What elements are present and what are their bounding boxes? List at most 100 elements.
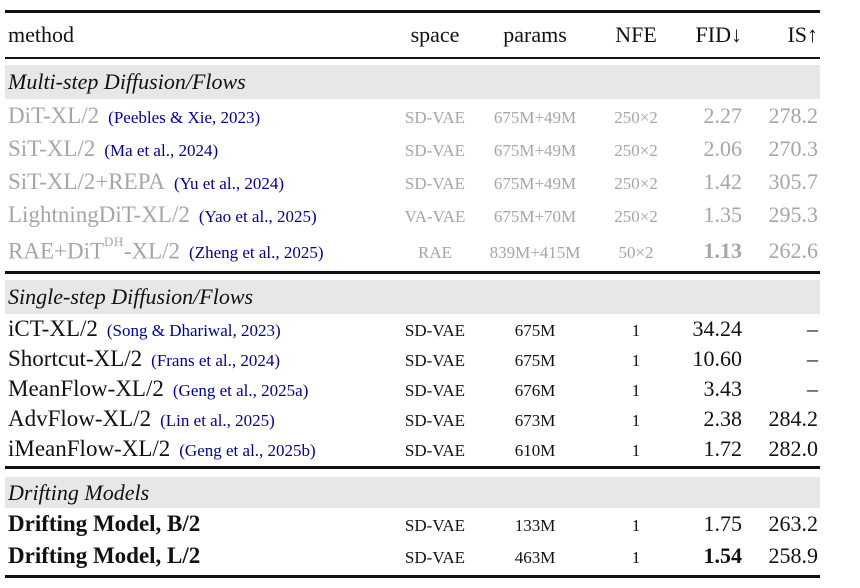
method-cell: LightningDiT-XL/2 (Yao et al., 2025) — [5, 198, 400, 234]
is-cell: 263.2 — [768, 511, 819, 536]
section-title: Single-step Diffusion/Flows — [8, 284, 254, 309]
method-name: MeanFlow-XL/2 — [8, 376, 164, 401]
citation-link[interactable]: (Frans et al., 2024) — [151, 351, 281, 370]
nfe-cell: 1 — [631, 441, 641, 460]
method-name: LightningDiT-XL/2 — [8, 202, 190, 227]
params-cell: 133M — [514, 516, 556, 535]
space-cell: SD-VAE — [404, 548, 466, 567]
method-cell: Drifting Model, B/2 — [5, 508, 400, 543]
is-cell: 282.0 — [768, 436, 819, 461]
citation-link[interactable]: (Lin et al., 2025) — [160, 411, 275, 430]
section-title: Drifting Models — [8, 480, 150, 505]
citation-link[interactable]: (Zheng et al., 2025) — [189, 243, 324, 263]
nfe-cell: 250×2 — [614, 207, 658, 226]
fid-cell-best-singlestep: 1.54 — [703, 543, 743, 568]
params-cell: 675M+70M — [493, 207, 577, 226]
section-rule-1 — [5, 271, 820, 274]
table-row-drifting-b2: Drifting Model, B/2 SD-VAE 133M 1 1.75 2… — [5, 508, 820, 540]
citation-link[interactable]: (Peebles & Xie, 2023) — [108, 108, 261, 127]
col-header-fid: FID↓ — [695, 22, 742, 47]
params-cell: 675M+49M — [493, 174, 577, 193]
method-name: RAE+DiT — [8, 238, 105, 264]
is-cell: – — [807, 376, 818, 401]
is-cell: 262.6 — [768, 238, 819, 264]
citation-link[interactable]: (Yao et al., 2025) — [198, 207, 317, 226]
space-cell: SD-VAE — [404, 441, 466, 460]
section-header-multi-step: Multi-step Diffusion/Flows — [5, 65, 820, 99]
section-rule-2 — [5, 466, 820, 469]
table-row-rae-dit: RAE+DiTDH-XL/2 (Zheng et al., 2025) RAE … — [5, 231, 820, 264]
params-cell: 675M — [514, 351, 556, 370]
fid-cell: 1.72 — [703, 436, 743, 461]
is-cell: – — [807, 316, 818, 341]
space-cell: VA-VAE — [404, 207, 466, 226]
table-row-sit-repa: SiT-XL/2+REPA (Yu et al., 2024) SD-VAE 6… — [5, 165, 820, 198]
fid-cell: 1.35 — [703, 202, 743, 227]
space-cell: SD-VAE — [404, 381, 466, 400]
method-cell: SiT-XL/2+REPA (Yu et al., 2024) — [5, 165, 400, 201]
is-cell: 305.7 — [768, 169, 819, 194]
is-cell: 258.9 — [768, 543, 819, 568]
method-name: Drifting Model, L/2 — [8, 543, 201, 568]
fid-cell-best-multistep: 1.13 — [703, 238, 743, 264]
citation-link[interactable]: (Yu et al., 2024) — [173, 174, 284, 193]
params-cell: 673M — [514, 411, 556, 430]
citation-link[interactable]: (Geng et al., 2025a) — [172, 381, 309, 400]
section-header-single-step: Single-step Diffusion/Flows — [5, 280, 820, 314]
method-name: AdvFlow-XL/2 — [8, 406, 152, 431]
table-row-shortcut: Shortcut-XL/2 (Frans et al., 2024) SD-VA… — [5, 344, 820, 374]
method-cell: SiT-XL/2 (Ma et al., 2024) — [5, 132, 400, 168]
method-cell: Drifting Model, L/2 — [5, 540, 400, 575]
is-cell: 270.3 — [768, 136, 819, 161]
space-cell: SD-VAE — [404, 141, 466, 160]
fid-cell: 2.06 — [703, 136, 743, 161]
nfe-cell: 50×2 — [618, 243, 654, 263]
col-header-space: space — [410, 22, 460, 47]
is-cell: 284.2 — [768, 406, 819, 431]
col-header-is: IS↑ — [787, 22, 818, 47]
fid-cell: 34.24 — [692, 316, 743, 341]
is-cell: – — [807, 346, 818, 371]
method-name: Drifting Model, B/2 — [8, 511, 201, 536]
params-cell: 675M — [514, 321, 556, 340]
table-row-lightningdit: LightningDiT-XL/2 (Yao et al., 2025) VA-… — [5, 198, 820, 231]
table-row-imeanflow: iMeanFlow-XL/2 (Geng et al., 2025b) SD-V… — [5, 434, 820, 464]
table-row-sit: SiT-XL/2 (Ma et al., 2024) SD-VAE 675M+4… — [5, 132, 820, 165]
params-cell: 839M+415M — [489, 243, 581, 263]
method-cell: MeanFlow-XL/2 (Geng et al., 2025a) — [5, 374, 400, 407]
params-cell: 675M+49M — [493, 141, 577, 160]
table-row-advflow: AdvFlow-XL/2 (Lin et al., 2025) SD-VAE 6… — [5, 404, 820, 434]
method-name-suffix: -XL/2 — [123, 238, 181, 264]
nfe-cell: 250×2 — [614, 174, 658, 193]
method-superscript: DH — [104, 234, 124, 250]
space-cell: SD-VAE — [404, 321, 466, 340]
citation-link[interactable]: (Song & Dhariwal, 2023) — [106, 321, 281, 340]
params-cell: 675M+49M — [493, 108, 577, 127]
citation-link[interactable]: (Geng et al., 2025b) — [179, 441, 316, 460]
params-cell: 610M — [514, 441, 556, 460]
nfe-cell: 1 — [631, 516, 641, 535]
method-cell: Shortcut-XL/2 (Frans et al., 2024) — [5, 344, 400, 377]
fid-cell: 1.75 — [703, 511, 743, 536]
params-cell: 676M — [514, 381, 556, 400]
fid-cell: 1.42 — [703, 169, 743, 194]
fid-cell: 3.43 — [703, 376, 743, 401]
method-name: SiT-XL/2 — [8, 136, 96, 161]
method-cell: RAE+DiTDH-XL/2 (Zheng et al., 2025) — [5, 231, 400, 270]
nfe-cell: 250×2 — [614, 141, 658, 160]
space-cell: RAE — [418, 243, 452, 263]
nfe-cell: 1 — [631, 411, 641, 430]
results-table: method space params NFE FID↓ IS↑ Multi-s… — [5, 10, 820, 578]
table-header-row: method space params NFE FID↓ IS↑ — [5, 13, 820, 57]
space-cell: SD-VAE — [404, 411, 466, 430]
col-header-params: params — [503, 22, 567, 47]
space-cell: SD-VAE — [404, 108, 466, 127]
nfe-cell: 1 — [631, 351, 641, 370]
space-cell: SD-VAE — [404, 174, 466, 193]
table-row-drifting-l2: Drifting Model, L/2 SD-VAE 463M 1 1.54 2… — [5, 540, 820, 572]
nfe-cell: 1 — [631, 381, 641, 400]
nfe-cell: 1 — [631, 548, 641, 567]
citation-link[interactable]: (Ma et al., 2024) — [104, 141, 219, 160]
fid-cell: 2.38 — [703, 406, 743, 431]
